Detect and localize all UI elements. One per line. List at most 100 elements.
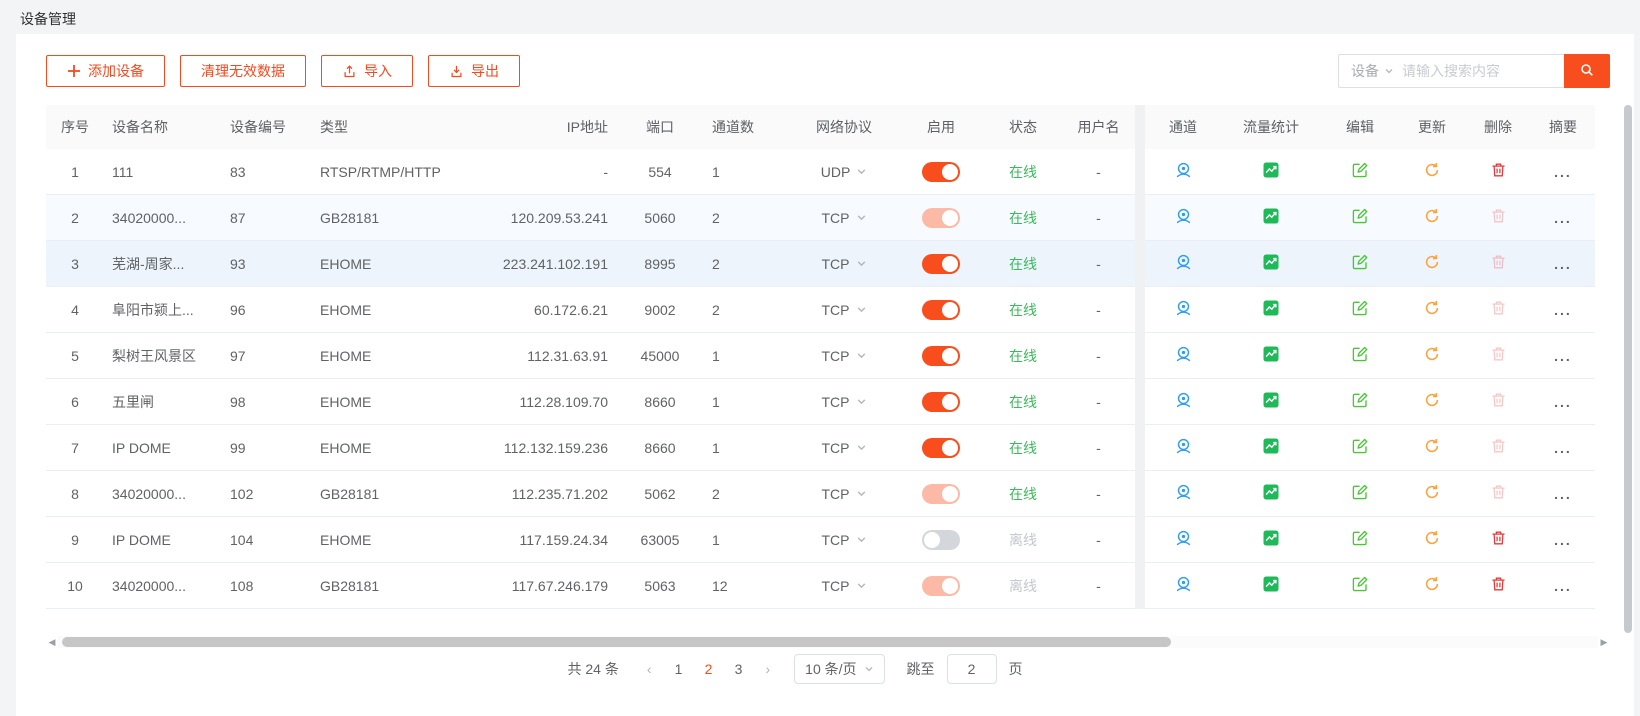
toolbar-button-clean-invalid-data[interactable]: 清理无效数据 xyxy=(180,55,306,87)
update-button[interactable] xyxy=(1423,437,1441,458)
protocol-dropdown[interactable]: TCP xyxy=(822,256,867,272)
edit-button[interactable] xyxy=(1351,345,1369,366)
delete-button[interactable] xyxy=(1490,207,1507,228)
traffic-stats-button[interactable] xyxy=(1262,161,1280,182)
edit-button[interactable] xyxy=(1351,207,1369,228)
protocol-dropdown[interactable]: TCP xyxy=(822,486,867,502)
update-button[interactable] xyxy=(1423,391,1441,412)
edit-button[interactable] xyxy=(1351,529,1369,550)
traffic-stats-button[interactable] xyxy=(1262,299,1280,320)
traffic-stats-button[interactable] xyxy=(1262,437,1280,458)
delete-button[interactable] xyxy=(1490,529,1507,550)
protocol-dropdown[interactable]: TCP xyxy=(822,348,867,364)
summary-ellipsis[interactable]: ... xyxy=(1554,301,1572,318)
edit-button[interactable] xyxy=(1351,299,1369,320)
summary-ellipsis[interactable]: ... xyxy=(1554,255,1572,272)
scroll-right-arrow[interactable]: ▶ xyxy=(1600,637,1608,647)
horizontal-scrollbar[interactable]: ◀ ▶ xyxy=(46,635,1610,649)
toolbar-button-export[interactable]: 导出 xyxy=(428,55,520,87)
vertical-scrollbar[interactable] xyxy=(1624,105,1632,633)
enable-toggle[interactable] xyxy=(922,575,960,596)
edit-button[interactable] xyxy=(1351,161,1369,182)
channel-button[interactable] xyxy=(1174,575,1193,597)
channel-button[interactable] xyxy=(1174,391,1193,413)
delete-button[interactable] xyxy=(1490,161,1507,182)
traffic-stats-button[interactable] xyxy=(1262,345,1280,366)
delete-button[interactable] xyxy=(1490,391,1507,412)
jump-page-input[interactable] xyxy=(946,654,997,684)
update-button[interactable] xyxy=(1423,529,1441,550)
search-button[interactable] xyxy=(1564,54,1610,88)
edit-button[interactable] xyxy=(1351,483,1369,504)
delete-button[interactable] xyxy=(1490,483,1507,504)
summary-ellipsis[interactable]: ... xyxy=(1554,439,1572,456)
edit-button[interactable] xyxy=(1351,437,1369,458)
enable-toggle[interactable] xyxy=(922,483,960,504)
update-button[interactable] xyxy=(1423,253,1441,274)
traffic-stats-button[interactable] xyxy=(1262,207,1280,228)
protocol-dropdown[interactable]: TCP xyxy=(822,302,867,318)
channel-button[interactable] xyxy=(1174,437,1193,459)
enable-toggle[interactable] xyxy=(922,253,960,274)
enable-toggle[interactable] xyxy=(922,437,960,458)
update-button[interactable] xyxy=(1423,483,1441,504)
channel-button[interactable] xyxy=(1174,161,1193,183)
update-button[interactable] xyxy=(1423,345,1441,366)
protocol-dropdown[interactable]: TCP xyxy=(822,394,867,410)
summary-ellipsis[interactable]: ... xyxy=(1554,163,1572,180)
edit-button[interactable] xyxy=(1351,575,1369,596)
protocol-dropdown[interactable]: TCP xyxy=(822,578,867,594)
delete-button[interactable] xyxy=(1490,437,1507,458)
chevron-left-icon[interactable]: ‹ xyxy=(646,661,652,677)
traffic-stats-button[interactable] xyxy=(1262,253,1280,274)
enable-toggle[interactable] xyxy=(922,345,960,366)
update-button[interactable] xyxy=(1423,575,1441,596)
search-input[interactable]: 请输入搜索内容 xyxy=(1402,63,1500,79)
delete-button[interactable] xyxy=(1490,253,1507,274)
page-size-select[interactable]: 10 条/页 xyxy=(794,654,885,684)
summary-ellipsis[interactable]: ... xyxy=(1554,531,1572,548)
horizontal-scroll-track[interactable] xyxy=(58,636,1598,648)
delete-button[interactable] xyxy=(1490,575,1507,596)
protocol-dropdown[interactable]: TCP xyxy=(822,532,867,548)
protocol-dropdown[interactable]: TCP xyxy=(822,440,867,456)
toolbar-button-import[interactable]: 导入 xyxy=(321,55,413,87)
update-button[interactable] xyxy=(1423,207,1441,228)
edit-button[interactable] xyxy=(1351,391,1369,412)
channel-button[interactable] xyxy=(1174,207,1193,229)
vertical-scroll-thumb[interactable] xyxy=(1624,105,1632,633)
delete-button[interactable] xyxy=(1490,299,1507,320)
protocol-dropdown[interactable]: TCP xyxy=(822,210,867,226)
channel-button[interactable] xyxy=(1174,529,1193,551)
page-number-3[interactable]: 3 xyxy=(734,661,743,677)
chevron-right-icon[interactable]: › xyxy=(765,661,771,677)
enable-toggle[interactable] xyxy=(922,529,960,550)
update-button[interactable] xyxy=(1423,299,1441,320)
edit-button[interactable] xyxy=(1351,253,1369,274)
traffic-stats-button[interactable] xyxy=(1262,575,1280,596)
protocol-dropdown[interactable]: UDP xyxy=(821,164,868,180)
summary-ellipsis[interactable]: ... xyxy=(1554,393,1572,410)
enable-toggle[interactable] xyxy=(922,299,960,320)
summary-ellipsis[interactable]: ... xyxy=(1554,577,1572,594)
traffic-stats-button[interactable] xyxy=(1262,483,1280,504)
enable-toggle[interactable] xyxy=(922,161,960,182)
summary-ellipsis[interactable]: ... xyxy=(1554,209,1572,226)
channel-button[interactable] xyxy=(1174,299,1193,321)
scroll-left-arrow[interactable]: ◀ xyxy=(48,637,56,647)
channel-button[interactable] xyxy=(1174,345,1193,367)
search-filter-dropdown[interactable]: 设备 xyxy=(1339,61,1402,81)
toolbar-button-add-device[interactable]: 添加设备 xyxy=(46,55,165,87)
summary-ellipsis[interactable]: ... xyxy=(1554,347,1572,364)
channel-button[interactable] xyxy=(1174,483,1193,505)
channel-button[interactable] xyxy=(1174,253,1193,275)
page-number-2[interactable]: 2 xyxy=(704,661,713,677)
delete-button[interactable] xyxy=(1490,345,1507,366)
update-button[interactable] xyxy=(1423,161,1441,182)
enable-toggle[interactable] xyxy=(922,207,960,228)
summary-ellipsis[interactable]: ... xyxy=(1554,485,1572,502)
horizontal-scroll-thumb[interactable] xyxy=(62,637,1171,647)
traffic-stats-button[interactable] xyxy=(1262,391,1280,412)
traffic-stats-button[interactable] xyxy=(1262,529,1280,550)
page-number-1[interactable]: 1 xyxy=(674,661,683,677)
